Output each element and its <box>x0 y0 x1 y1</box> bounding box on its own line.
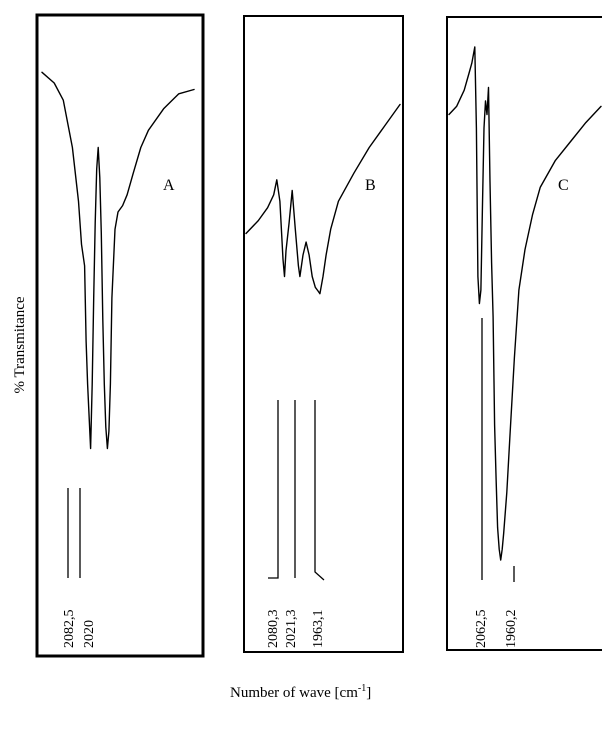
panel-c-frame <box>446 16 602 651</box>
panel-b-peak-marker-1 <box>268 400 279 579</box>
panel-c-peak-label-2: 1960,2 <box>504 610 519 649</box>
x-axis-title-text: Number of wave [cm <box>230 685 358 701</box>
panel-a-label: A <box>163 177 175 194</box>
panel-a: A 2082,5 2020 <box>35 13 205 658</box>
panel-c-peak-label-1: 2062,5 <box>474 610 489 649</box>
panel-c-spectrum-line <box>448 46 602 561</box>
panel-b-spectrum-line <box>245 103 401 295</box>
y-axis-title: % Transmitance <box>12 296 28 393</box>
panel-a-spectrum-line <box>41 71 195 450</box>
panel-a-peak-label-1: 2082,5 <box>62 610 77 649</box>
panel-a-peak-label-2: 2020 <box>82 620 97 648</box>
panel-b-label: B <box>365 177 376 194</box>
panel-b-peak-label-1: 2080,3 <box>266 610 281 649</box>
panel-c: C 2062,5 1960,2 <box>446 16 602 651</box>
panel-c-label: C <box>558 177 569 194</box>
x-axis-title-unit-exponent: -1 <box>358 683 366 694</box>
panel-b-peak-label-2: 2021,3 <box>284 610 299 649</box>
panel-b-peak-label-3: 1963,1 <box>311 610 326 649</box>
panel-b-peak-marker-3 <box>314 400 325 581</box>
panel-a-frame <box>35 13 205 658</box>
x-axis-title-suffix: ] <box>366 685 371 701</box>
panel-b-frame <box>243 15 404 653</box>
panel-b: B 2080,3 2021,3 1963,1 <box>243 15 404 653</box>
x-axis-title: Number of wave [cm-1] <box>230 683 371 701</box>
